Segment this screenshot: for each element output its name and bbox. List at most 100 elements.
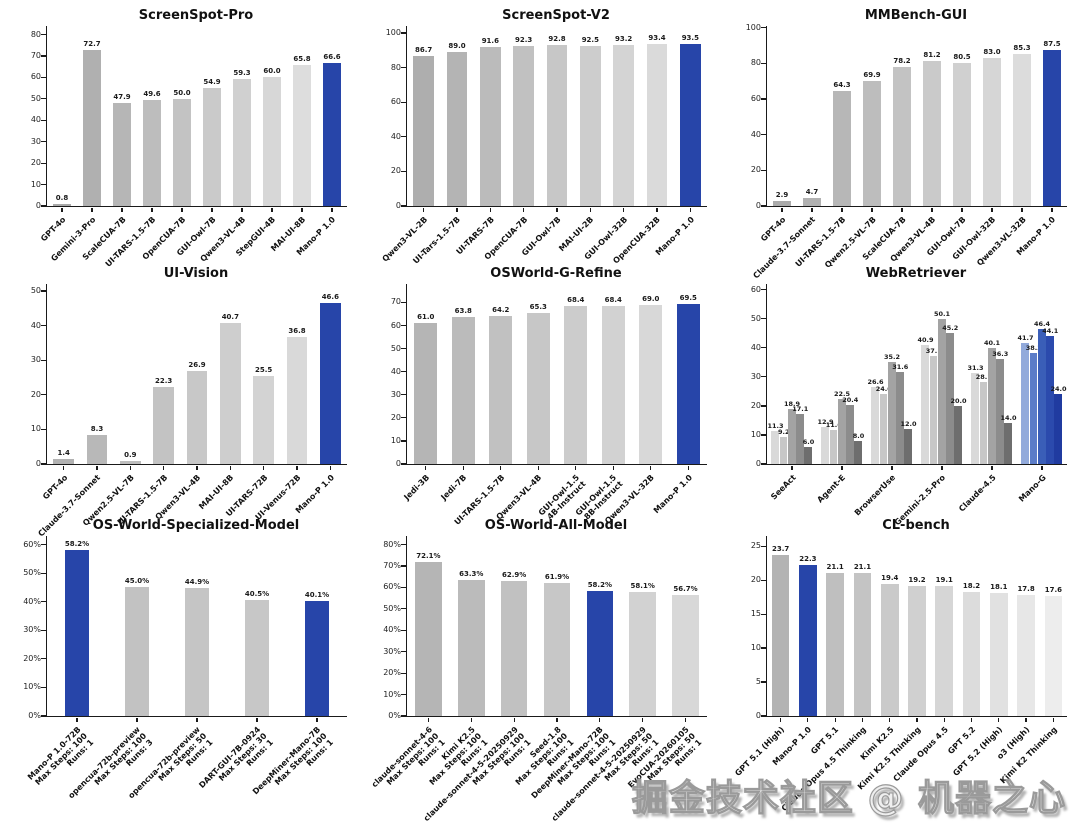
y-axis-tick [41, 290, 46, 292]
y-axis-tick-label: 10% [23, 682, 41, 692]
chart-os-world-specialized-model: OS-World-Specialized-Model 0% 10% 20% 30% 40… [0, 510, 360, 825]
bar-value-label: 11.6 [825, 421, 842, 430]
chart-mmbench-gui: MMBench-GUI 0 20 40 60 80 100 2.9 4.7 64.3 69.9 78… [720, 0, 1080, 280]
y-axis-tick-label: 20 [30, 158, 41, 168]
bar-value-label: 4.7 [805, 187, 819, 196]
x-axis-tick [129, 465, 131, 470]
bar [543, 583, 571, 716]
y-axis-tick-label: 0% [388, 711, 401, 720]
bar [564, 306, 588, 464]
bar-value-label: 93.4 [648, 34, 666, 43]
bar [601, 306, 625, 464]
y-axis-tick-label: 20 [390, 412, 401, 422]
chart-screenspot-v2: ScreenSpot-V2 0 20 40 60 80 100 86.7 89.0 91.6 92… [360, 0, 720, 266]
bar [908, 585, 926, 716]
x-axis-tick [650, 465, 652, 470]
x-axis-tick [196, 465, 198, 470]
x-axis-tick [656, 207, 658, 212]
y-axis-tick-label: 25 [750, 541, 761, 551]
y-axis-tick-label: 60% [23, 539, 41, 549]
y-axis-tick-label: 20 [30, 389, 41, 399]
x-axis-tick [961, 207, 963, 212]
y-axis-tick [41, 601, 46, 603]
bar-value-label: 64.2 [492, 305, 510, 314]
bar [125, 587, 149, 716]
y-axis-tick [41, 205, 46, 207]
y-axis-tick-label: 15 [750, 609, 761, 619]
y-axis-tick [761, 98, 766, 100]
y-axis-tick [401, 417, 406, 419]
x-axis-tick [841, 207, 843, 212]
bar-value-label: 26.9 [188, 360, 206, 369]
plot-area: 0 10 20 30 40 50 60 11.3 9.2 18.9 17.1 6.0 12.9 11.6 2… [751, 284, 1067, 470]
x-tick-label: GPT-4o [40, 473, 70, 502]
bar [202, 88, 222, 206]
x-axis-tick [61, 207, 63, 212]
bar-value-label: 8.0 [852, 431, 865, 440]
x-axis-tick [462, 465, 464, 470]
bar [446, 51, 468, 206]
bar [989, 593, 1008, 716]
x-axis-tick [1021, 207, 1023, 212]
x-axis-tick [891, 465, 893, 470]
y-axis-tick [401, 348, 406, 350]
x-axis-tick [970, 717, 973, 722]
bar-value-label: 58.1% [630, 581, 655, 590]
y-axis-tick [401, 394, 406, 396]
bar-value-label: 63.8 [454, 306, 472, 315]
bar [580, 45, 601, 206]
plot-area: 0 10 20 30 40 50 60 70 80 0.8 72.7 47.9 49.6 50.0 54.9… [31, 26, 347, 212]
y-axis-tick [401, 651, 406, 653]
x-axis-tick [296, 465, 298, 470]
bar-value-label: 20.4 [842, 395, 859, 404]
x-axis-labels: Qwen3-VL-2B UI-Tars-1.5-7B UI-TARS-7B OpenC… [380, 212, 706, 266]
x-axis-tick [427, 717, 430, 722]
x-axis-tick [196, 717, 198, 722]
x-axis-tick [1052, 717, 1054, 722]
plot-area: 0 20 40 60 80 100 86.7 89.0 91.6 92.3 92.8 92.5 93.2… [386, 26, 707, 212]
bar [802, 197, 822, 206]
bar [676, 303, 700, 464]
y-axis-tick [41, 183, 46, 186]
bar-value-label: 50.1 [933, 309, 951, 318]
y-axis-tick [41, 463, 46, 465]
y-axis-tick [401, 463, 406, 465]
y-axis-tick [41, 141, 46, 143]
bar [320, 302, 341, 464]
y-axis-tick [41, 543, 46, 546]
x-axis-tick [684, 717, 687, 722]
y-axis-tick [41, 324, 46, 327]
x-axis-tick [163, 465, 165, 470]
bar-value-label: 20.0 [950, 396, 967, 405]
bar [799, 564, 817, 716]
y-axis-tick-label: 5 [755, 677, 761, 687]
y-axis-tick [761, 434, 766, 436]
x-axis-tick [781, 207, 783, 212]
bar-value-label: 36.8 [288, 326, 306, 335]
bar-value-label: 40.7 [221, 313, 239, 322]
x-tick-label: GPT-4o [39, 215, 68, 244]
y-axis-tick [401, 586, 406, 589]
bar-value-label: 87.5 [1043, 40, 1061, 49]
y-axis-tick-label: 10 [750, 429, 761, 439]
bar-value-label: 81.2 [923, 51, 941, 60]
bar-value-label: 93.2 [615, 34, 633, 43]
bar-value-label: 44.1 [1042, 326, 1059, 335]
bar-value-label: 64.3 [833, 81, 851, 90]
x-axis-labels: Mano-P 1.0-72B Max Steps: 100 Runs: 1 ope… [26, 722, 346, 800]
bar [979, 382, 988, 464]
bar-value-label: 19.4 [881, 574, 899, 583]
bar [526, 313, 550, 464]
bar [937, 318, 946, 464]
bar [946, 332, 954, 464]
bar [500, 581, 528, 716]
y-axis-tick-label: 40 [390, 366, 401, 376]
bar [185, 587, 209, 716]
chart-title: ScreenSpot-Pro [138, 8, 254, 23]
y-axis-tick-label: 40 [390, 131, 401, 141]
plot-area: 0% 10% 20% 30% 40% 50% 60% 70% 80% 72.1% 63.3% 62.9… [383, 536, 707, 722]
y-axis-tick [41, 572, 46, 574]
bar [245, 600, 269, 716]
bar-value-label: 61.9% [544, 573, 570, 582]
bar [120, 460, 141, 464]
